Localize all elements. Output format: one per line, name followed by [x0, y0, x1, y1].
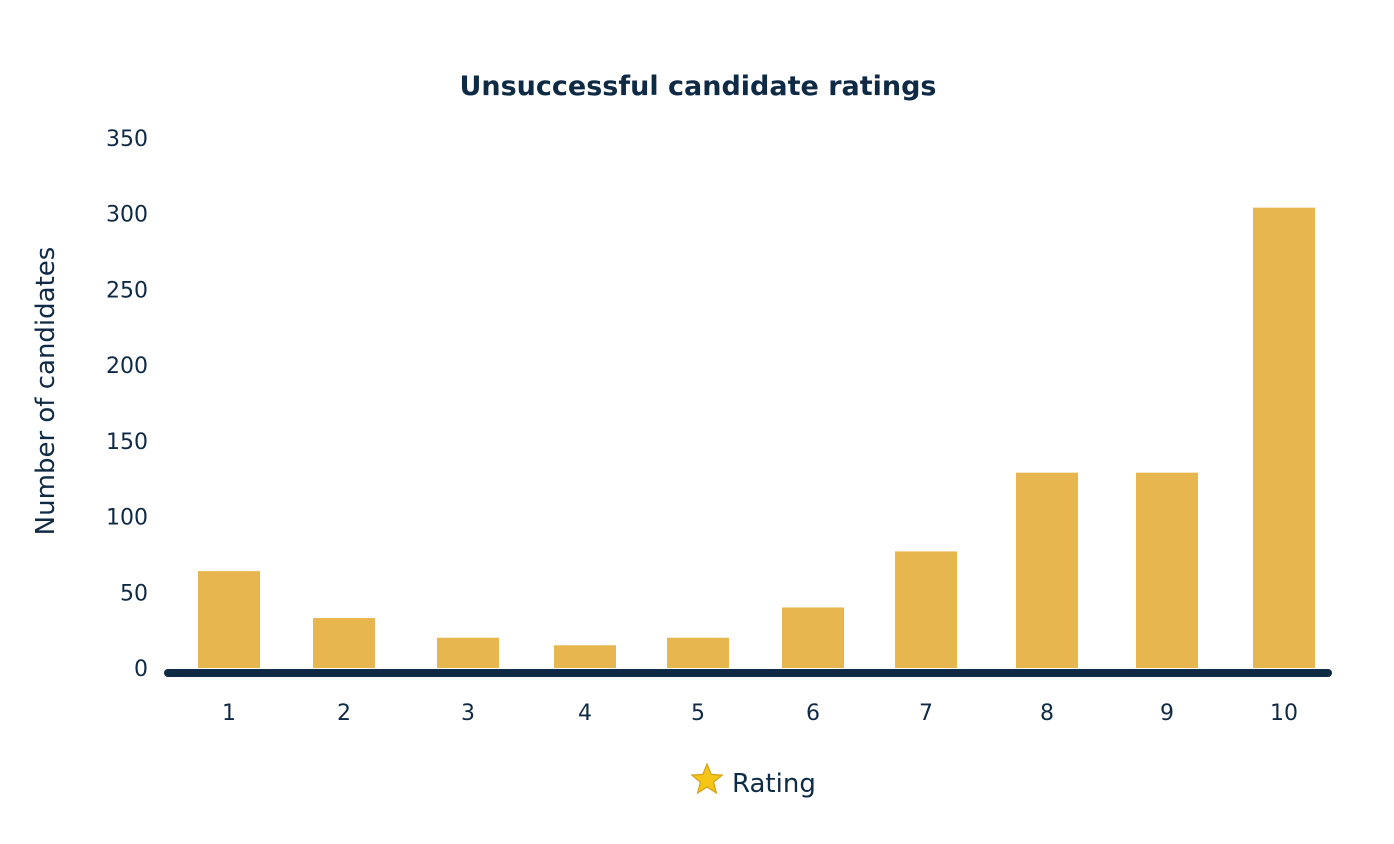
x-tick-label: 4 [578, 701, 592, 726]
star-icon [690, 762, 724, 795]
y-tick-label: 250 [106, 278, 148, 303]
bar-rating-2 [313, 618, 375, 668]
x-tick-label: 6 [806, 701, 820, 726]
x-axis-title: Rating [690, 762, 816, 799]
x-tick-label: 3 [461, 701, 475, 726]
y-tick-label: 150 [106, 430, 148, 455]
bar-rating-4 [554, 645, 616, 668]
bar-rating-7 [895, 551, 957, 668]
y-tick-label: 300 [106, 203, 148, 228]
x-tick-label: 1 [222, 701, 236, 726]
bar-rating-8 [1016, 472, 1078, 668]
x-tick-label: 7 [919, 701, 933, 726]
y-tick-label: 100 [106, 506, 148, 531]
x-tick-label: 9 [1160, 701, 1174, 726]
chart-title: Unsuccessful candidate ratings [459, 71, 936, 102]
bar-rating-5 [667, 637, 729, 668]
x-tick-label: 5 [691, 701, 705, 726]
bars [198, 207, 1315, 668]
y-tick-label: 350 [106, 127, 148, 152]
x-tick-label: 10 [1270, 701, 1298, 726]
x-tick-label: 2 [337, 701, 351, 726]
bar-rating-9 [1136, 472, 1198, 668]
y-axis-label: Number of candidates [31, 247, 61, 536]
y-tick-label: 50 [120, 581, 148, 606]
x-tick-label: 8 [1040, 701, 1054, 726]
x-axis-ticks: 1 2 3 4 5 6 7 8 9 10 [222, 701, 1298, 726]
bar-rating-10 [1253, 207, 1315, 668]
bar-rating-1 [198, 571, 260, 668]
y-axis-ticks: 0 50 100 150 200 250 300 350 [106, 127, 148, 682]
bar-rating-6 [782, 607, 844, 668]
y-tick-label: 0 [134, 657, 148, 682]
x-axis-label: Rating [732, 769, 816, 799]
bar-rating-3 [437, 637, 499, 668]
y-tick-label: 200 [106, 354, 148, 379]
